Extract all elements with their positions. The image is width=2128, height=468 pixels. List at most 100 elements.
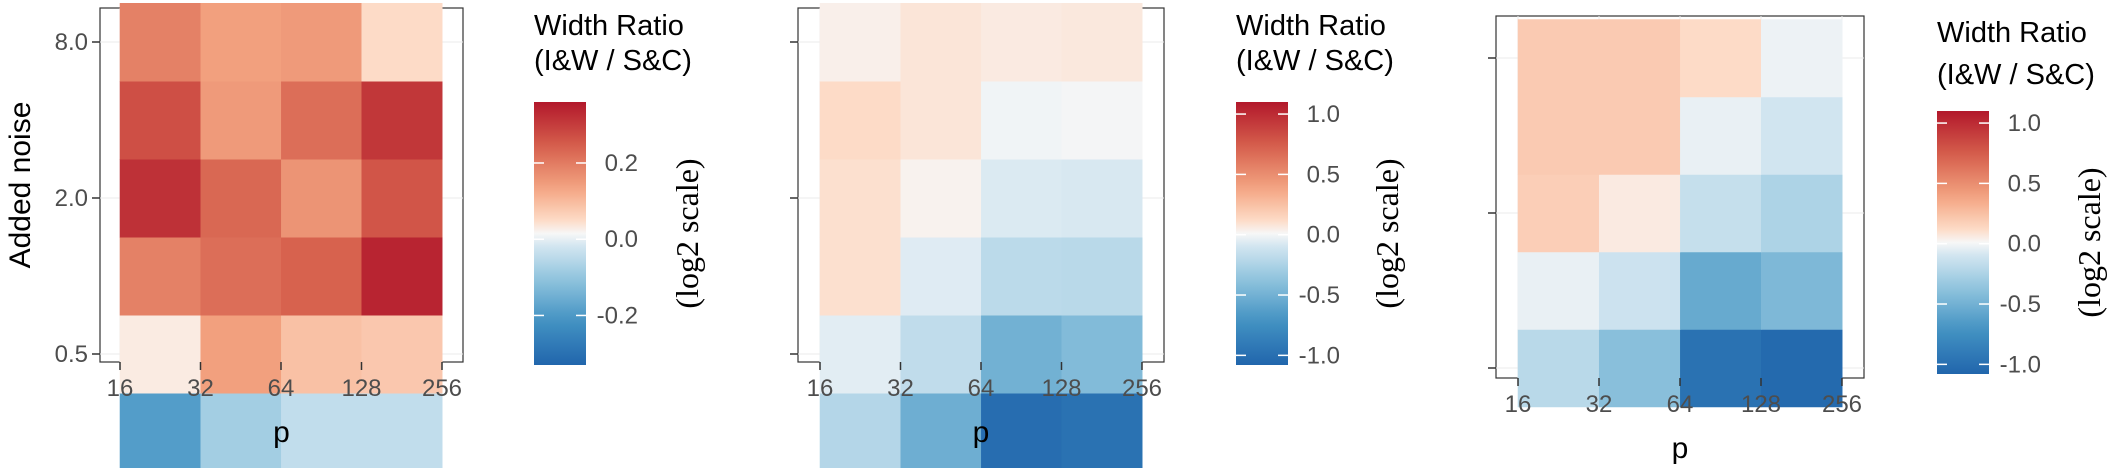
heatmap-cell [361,3,443,82]
heatmap-cell [900,393,982,468]
x-axis-title: p [1672,432,1689,465]
heatmap-cell [1680,174,1762,253]
x-tick-label: 128 [1041,375,1081,402]
heatmap-cell [1517,174,1600,253]
heatmap-cell [361,237,443,316]
x-tick-label: 32 [887,375,914,402]
heatmap-cell [361,393,443,468]
heatmap-cell [1680,96,1762,175]
x-tick-label: 64 [1667,391,1694,418]
legend-break-label: 0.0 [2008,231,2041,258]
x-tick-label: 16 [107,375,134,402]
heatmap-cell [1680,329,1762,408]
x-tick-label: 16 [1505,391,1532,418]
legend-title-line: (I&W / S&C) [1236,45,1394,77]
heatmap-cell [900,237,982,316]
x-tick-label: 128 [1741,391,1781,418]
heatmap-cell [119,159,201,238]
legend-colorbar [534,102,586,365]
heatmap-cell [1061,159,1143,238]
heatmap-cell [981,3,1062,82]
heatmap-cell [281,315,362,394]
heatmap-cell [1517,251,1600,330]
x-tick-label: 32 [187,375,214,402]
legend-break-label: 0.0 [1307,222,1340,249]
heatmap-cell [1760,96,1843,175]
heatmap-cell [981,393,1062,468]
heatmap-cell [361,81,443,160]
heatmap-cell [819,237,901,316]
heatmap-cell [1760,329,1843,408]
heatmap-cell [1061,315,1143,394]
heatmap-cell [1680,251,1762,330]
heatmap-cell [900,3,982,82]
heatmap-cell [819,315,901,394]
heatmap-cell [1517,19,1600,98]
x-axis-title: p [273,416,290,449]
heatmap-cell [1598,19,1681,98]
legend-side-label: (log2 scale) [2071,167,2107,317]
legend: Width Ratio(I&W / S&C) 0.2 0.0 -0.2 (log2 sc… [534,10,705,365]
heatmap-cell [900,315,982,394]
heatmap-cell [1680,19,1762,98]
heatmap-cell [200,315,282,394]
y-tick-label: 2.0 [55,185,88,212]
legend-break-label: 1.0 [1307,101,1340,128]
heatmap-cell [200,81,282,160]
heatmap-panel-2: 16 32 64 128 256 p Width Ratio(I&W / S&C) 1.0 0.… [790,3,1405,468]
heatmap-cell [1061,81,1143,160]
legend: Width Ratio(I&W / S&C)1.00.50.0-0.5-1.0(… [1937,17,2107,378]
legend-title-line: Width Ratio [1236,10,1386,42]
heatmap-cell [281,81,362,160]
legend-side-label: (log2 scale) [1369,158,1405,308]
heatmap-cell [1598,329,1681,408]
heatmap-cell [200,393,282,468]
heatmap-cell [981,315,1062,394]
legend-title-line: (I&W / S&C) [1937,59,2095,91]
legend-break-label: 0.0 [605,226,638,253]
heatmap-cell [900,81,982,160]
heatmap-cell [119,393,201,468]
x-tick-label: 64 [968,375,995,402]
x-tick-label: 256 [1122,375,1162,402]
heatmap-cell [1517,329,1600,408]
heatmap-cell [819,81,901,160]
heatmap-cell [119,81,201,160]
heatmap-panel-1: 16 32 64 128 256 0.5 2.0 8.0 p Added noise Width R… [4,3,705,468]
x-tick-label: 64 [268,375,295,402]
x-tick-label: 256 [1822,391,1862,418]
heatmap-panel-3: 16 32 64 128 256 p Width Ratio (I&W / S&C) 1.0 0.… [1488,15,2107,465]
heatmap-cell [1517,96,1600,175]
y-tick-label: 0.5 [55,341,88,368]
heatmap-cell [200,3,282,82]
legend-side-label: (log2 scale) [669,158,705,308]
legend-break-label: -0.5 [2000,291,2041,318]
heatmap-cell [1598,251,1681,330]
legend-title-line: Width Ratio [1937,17,2087,49]
heatmap-cell [361,315,443,394]
heatmap-cell [1061,3,1143,82]
heatmap-cell [119,315,201,394]
heatmap-cell [819,3,901,82]
heatmap-cell [1061,237,1143,316]
legend: Width Ratio(I&W / S&C)1.00.50.0-0.5-1.0(… [1236,10,1405,369]
heatmap-cell [361,159,443,238]
x-tick-label: 128 [341,375,381,402]
heatmap-cell [281,393,362,468]
heatmap-cell [281,159,362,238]
legend-break-label: 0.5 [1307,161,1340,188]
y-axis-title: Added noise [4,102,37,269]
heatmap-cell [981,81,1062,160]
heatmap-cell [200,159,282,238]
heatmap-cell [819,393,901,468]
heatmap-cell [981,237,1062,316]
heatmap-cell [1061,393,1143,468]
heatmap-cell [1760,19,1843,98]
legend-break-label: 1.0 [2008,110,2041,137]
legend-colorbar [1937,111,1989,374]
heatmap-cell [1760,174,1843,253]
heatmap-cell [200,237,282,316]
legend-break-label: 0.5 [2008,170,2041,197]
